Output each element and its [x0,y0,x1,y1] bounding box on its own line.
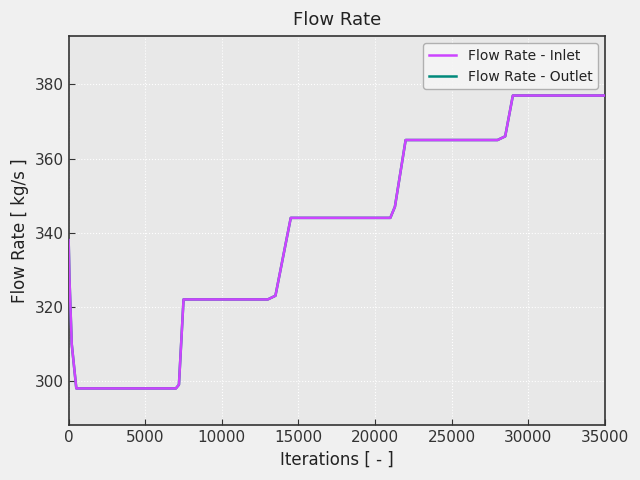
Flow Rate - Outlet [264,297,271,302]
Flow Rate - Outlet [65,237,72,243]
Flow Rate - Outlet [180,297,188,302]
Flow Rate - Inlet [264,297,271,302]
Flow Rate - Inlet [72,385,80,391]
Flow Rate - Outlet [271,293,279,299]
Flow Rate - Inlet [175,382,183,387]
Flow Rate - Outlet [172,385,180,391]
Flow Rate - Inlet [68,341,76,347]
Flow Rate - Inlet [601,93,609,98]
Flow Rate - Inlet [65,237,72,243]
Y-axis label: Flow Rate [ kg/s ]: Flow Rate [ kg/s ] [11,158,29,303]
Flow Rate - Inlet [493,137,501,143]
Flow Rate - Outlet [387,215,394,221]
Flow Rate - Inlet [172,385,180,391]
Flow Rate - Outlet [72,385,80,391]
Flow Rate - Outlet [501,133,509,139]
Flow Rate - Outlet [287,215,294,221]
Line: Flow Rate - Outlet: Flow Rate - Outlet [68,96,605,388]
Flow Rate - Outlet [65,274,73,280]
Flow Rate - Inlet [402,137,410,143]
Flow Rate - Outlet [601,93,609,98]
Flow Rate - Inlet [501,133,509,139]
X-axis label: Iterations [ - ]: Iterations [ - ] [280,451,394,469]
Flow Rate - Inlet [387,215,394,221]
Flow Rate - Outlet [175,382,183,387]
Flow Rate - Outlet [391,204,399,210]
Line: Flow Rate - Inlet: Flow Rate - Inlet [68,96,605,388]
Flow Rate - Inlet [509,93,516,98]
Flow Rate - Inlet [180,297,188,302]
Legend: Flow Rate - Inlet, Flow Rate - Outlet: Flow Rate - Inlet, Flow Rate - Outlet [423,43,598,89]
Flow Rate - Outlet [402,137,410,143]
Flow Rate - Outlet [493,137,501,143]
Flow Rate - Inlet [271,293,279,299]
Title: Flow Rate: Flow Rate [292,11,381,29]
Flow Rate - Inlet [65,274,73,280]
Flow Rate - Outlet [68,341,76,347]
Flow Rate - Inlet [287,215,294,221]
Flow Rate - Outlet [509,93,516,98]
Flow Rate - Inlet [391,204,399,210]
